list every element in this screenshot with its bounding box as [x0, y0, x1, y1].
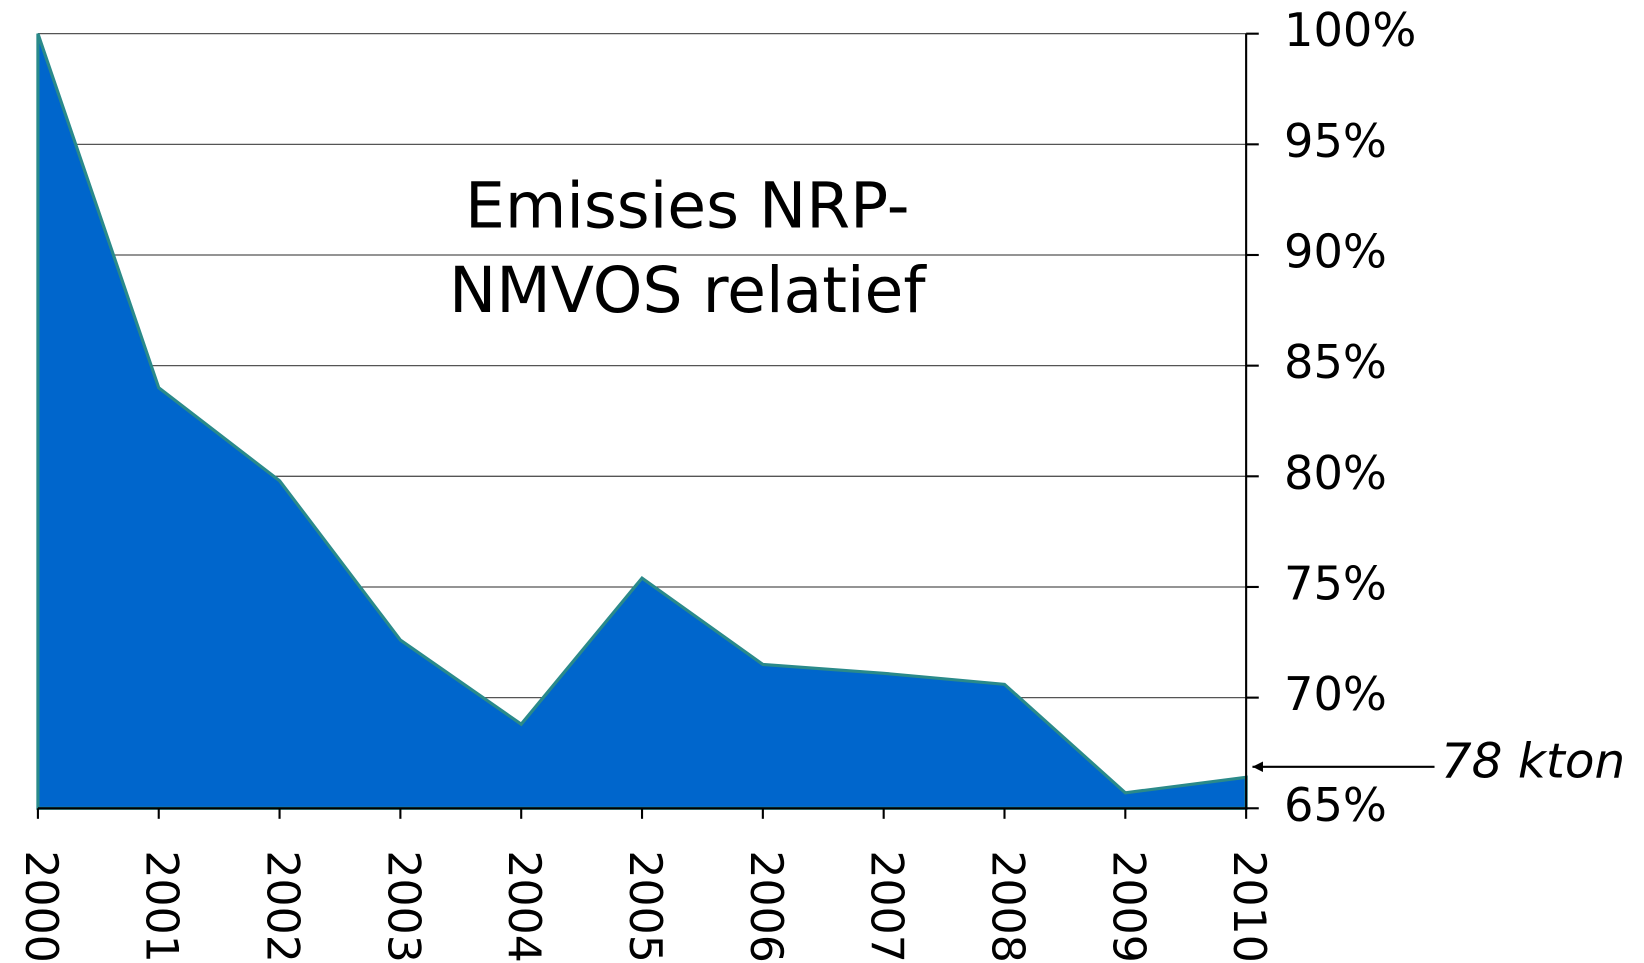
- y-tick-label: 100%: [1284, 3, 1416, 57]
- chart-title: NMVOS relatief: [449, 253, 927, 327]
- y-tick-label: 65%: [1284, 778, 1387, 832]
- y-tick-label: 85%: [1284, 335, 1387, 389]
- x-tick-label: 2001: [136, 850, 187, 962]
- x-tick-label: 2004: [498, 850, 549, 962]
- y-tick-label: 95%: [1284, 114, 1387, 168]
- x-tick-label: 2005: [619, 850, 670, 962]
- x-tick-label: 2008: [981, 850, 1032, 962]
- y-tick-label: 75%: [1284, 556, 1387, 610]
- x-tick-label: 2002: [257, 850, 308, 962]
- y-tick-label: 90%: [1284, 224, 1387, 278]
- x-tick-label: 2009: [1102, 850, 1153, 962]
- x-tick-label: 2003: [377, 850, 428, 962]
- y-tick-label: 70%: [1284, 667, 1387, 721]
- area: [36, 33, 1248, 810]
- x-tick-label: 2010: [1223, 850, 1274, 962]
- annotation: 78 kton: [1441, 734, 1625, 790]
- x-tick-label: 2007: [861, 850, 912, 962]
- y-tick-label: 80%: [1284, 446, 1387, 500]
- x-tick-label: 2000: [15, 850, 66, 962]
- chart-title: Emissies NRP-: [465, 169, 910, 243]
- x-tick-label: 2006: [740, 850, 791, 962]
